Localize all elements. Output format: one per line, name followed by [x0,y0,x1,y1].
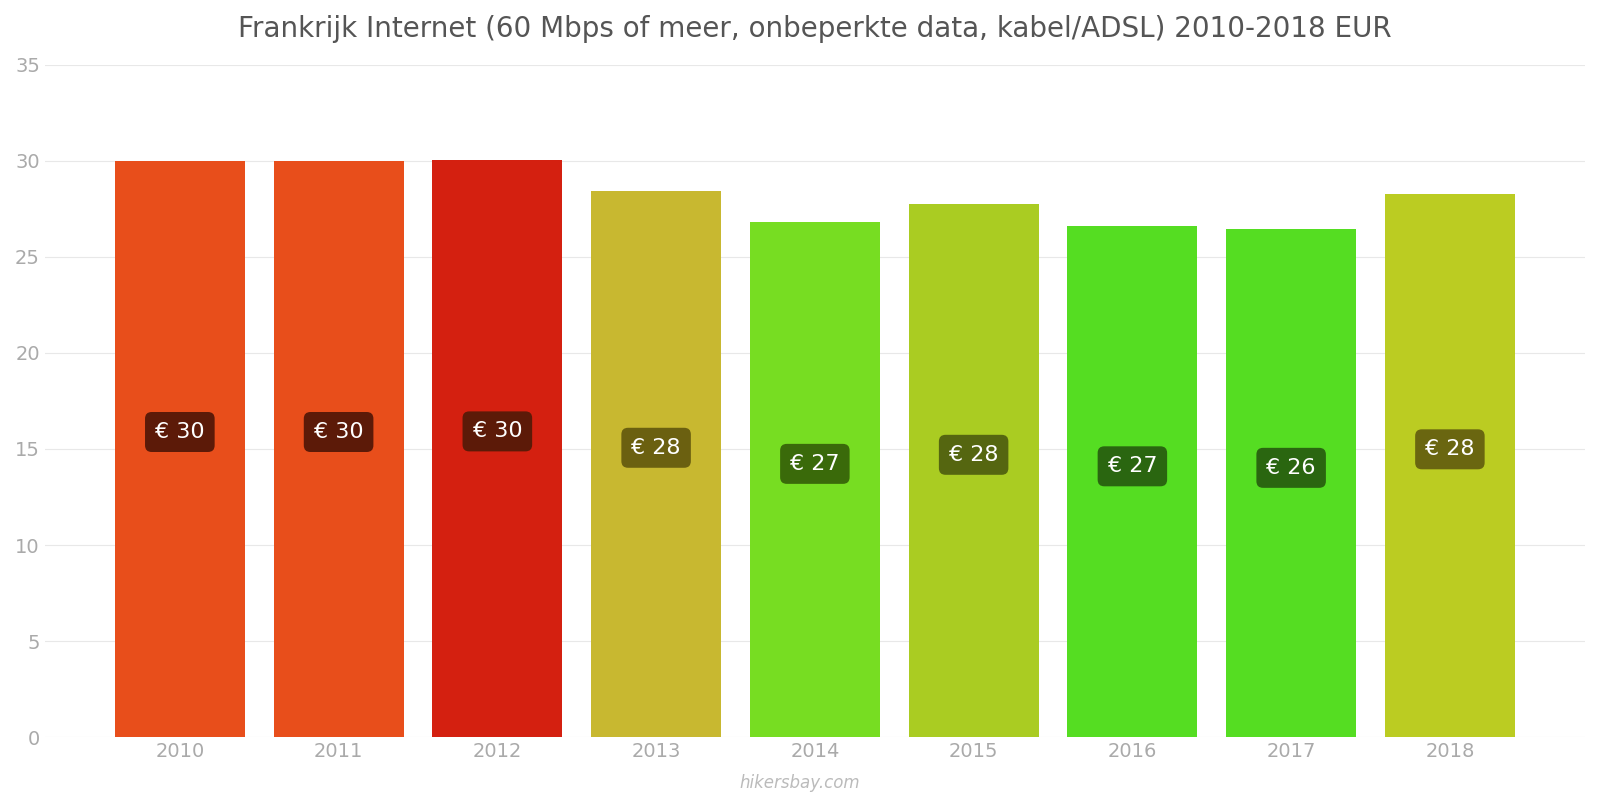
Bar [1067,226,1197,737]
Bar [750,222,880,737]
Text: hikersbay.com: hikersbay.com [739,774,861,792]
Text: € 27: € 27 [1107,456,1157,476]
Text: € 28: € 28 [949,445,998,465]
Bar [115,162,245,737]
Text: € 30: € 30 [155,422,205,442]
Text: € 30: € 30 [472,422,522,442]
Bar [590,191,722,737]
Text: € 28: € 28 [1426,439,1475,459]
Bar [274,162,403,737]
Bar [1226,229,1357,737]
Text: € 28: € 28 [632,438,682,458]
Text: € 30: € 30 [314,422,363,442]
Bar [909,205,1038,737]
Text: € 26: € 26 [1266,458,1315,478]
Bar [1386,194,1515,737]
Text: € 27: € 27 [790,454,840,474]
Title: Frankrijk Internet (60 Mbps of meer, onbeperkte data, kabel/ADSL) 2010-2018 EUR: Frankrijk Internet (60 Mbps of meer, onb… [238,15,1392,43]
Bar [432,160,563,737]
